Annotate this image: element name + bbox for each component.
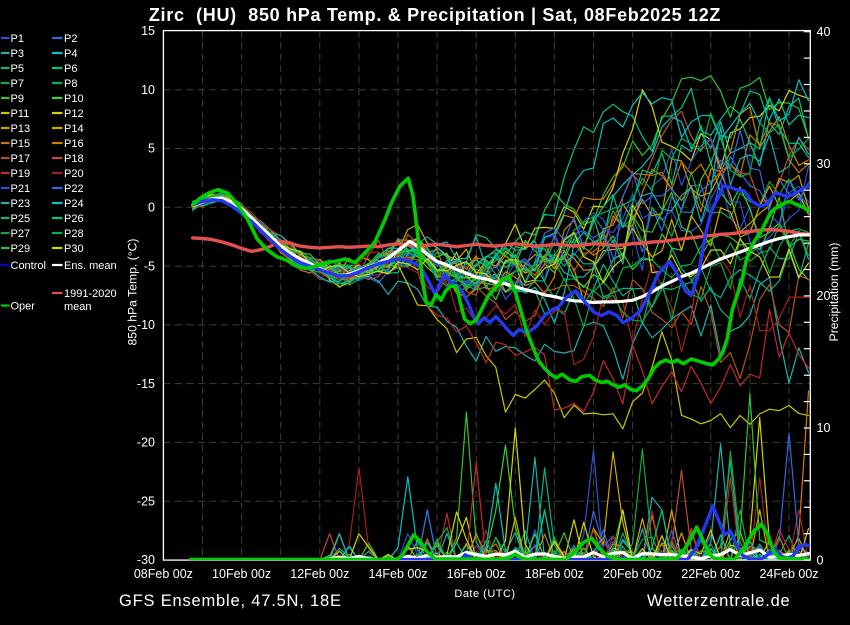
svg-text:P14: P14 xyxy=(64,123,84,135)
svg-text:P20: P20 xyxy=(64,168,84,180)
svg-text:20: 20 xyxy=(817,289,831,303)
svg-text:16Feb 00z: 16Feb 00z xyxy=(447,567,506,581)
svg-text:P15: P15 xyxy=(11,138,31,150)
svg-text:P3: P3 xyxy=(11,48,24,60)
svg-text:GFS Ensemble, 47.5N, 18E: GFS Ensemble, 47.5N, 18E xyxy=(119,592,342,610)
svg-text:10: 10 xyxy=(141,83,155,97)
svg-text:Precipitation (mm): Precipitation (mm) xyxy=(827,243,841,342)
svg-text:40: 40 xyxy=(817,25,831,39)
svg-text:22Feb 00z: 22Feb 00z xyxy=(681,567,740,581)
svg-text:P9: P9 xyxy=(11,93,24,105)
svg-text:-15: -15 xyxy=(137,377,155,391)
svg-text:-10: -10 xyxy=(137,318,155,332)
svg-text:P7: P7 xyxy=(11,78,24,90)
svg-text:P13: P13 xyxy=(11,123,31,135)
svg-text:P29: P29 xyxy=(11,243,31,255)
svg-text:08Feb 00z: 08Feb 00z xyxy=(134,567,193,581)
svg-text:0: 0 xyxy=(817,553,824,567)
svg-text:P10: P10 xyxy=(64,93,84,105)
svg-text:30: 30 xyxy=(817,157,831,171)
svg-text:P19: P19 xyxy=(11,168,31,180)
svg-text:15: 15 xyxy=(141,24,155,38)
svg-text:P4: P4 xyxy=(64,48,77,60)
svg-text:P2: P2 xyxy=(64,33,77,45)
svg-text:Date (UTC): Date (UTC) xyxy=(454,588,515,600)
svg-text:Wetterzentrale.de: Wetterzentrale.de xyxy=(647,592,791,610)
svg-text:P6: P6 xyxy=(64,63,77,75)
svg-text:P25: P25 xyxy=(11,213,31,225)
svg-text:P8: P8 xyxy=(64,78,77,90)
svg-text:-20: -20 xyxy=(137,436,155,450)
svg-text:Oper: Oper xyxy=(11,301,36,313)
svg-text:24Feb 00z: 24Feb 00z xyxy=(759,567,818,581)
svg-text:850 hPa Temp. (°C): 850 hPa Temp. (°C) xyxy=(126,239,140,346)
svg-text:P27: P27 xyxy=(11,228,31,240)
svg-text:P24: P24 xyxy=(64,198,84,210)
svg-text:1991-2020: 1991-2020 xyxy=(64,288,117,300)
svg-text:P5: P5 xyxy=(11,63,24,75)
svg-text:-25: -25 xyxy=(137,494,155,508)
svg-text:P16: P16 xyxy=(64,138,84,150)
svg-text:P30: P30 xyxy=(64,243,84,255)
svg-text:10: 10 xyxy=(817,421,831,435)
svg-text:mean: mean xyxy=(64,301,92,313)
svg-text:P21: P21 xyxy=(11,183,31,195)
svg-text:P22: P22 xyxy=(64,183,84,195)
svg-text:20Feb 00z: 20Feb 00z xyxy=(603,567,662,581)
svg-text:Zirc (HU) 850 hPa Temp. & Pr: Zirc (HU) 850 hPa Temp. & Precipitation … xyxy=(149,5,721,25)
svg-text:0: 0 xyxy=(148,201,155,215)
svg-text:12Feb 00z: 12Feb 00z xyxy=(290,567,349,581)
svg-text:Ens. mean: Ens. mean xyxy=(64,260,117,272)
svg-text:P11: P11 xyxy=(11,108,30,120)
svg-text:P23: P23 xyxy=(11,198,31,210)
svg-text:P17: P17 xyxy=(11,153,31,165)
svg-text:10Feb 00z: 10Feb 00z xyxy=(212,567,271,581)
svg-text:-30: -30 xyxy=(137,553,155,567)
svg-text:Control: Control xyxy=(11,260,46,272)
svg-text:P28: P28 xyxy=(64,228,84,240)
svg-text:5: 5 xyxy=(148,142,155,156)
svg-text:P1: P1 xyxy=(11,33,24,45)
svg-text:P12: P12 xyxy=(64,108,84,120)
svg-text:P26: P26 xyxy=(64,213,84,225)
svg-text:18Feb 00z: 18Feb 00z xyxy=(525,567,584,581)
svg-text:P18: P18 xyxy=(64,153,84,165)
svg-text:14Feb 00z: 14Feb 00z xyxy=(368,567,427,581)
svg-text:-5: -5 xyxy=(144,259,155,273)
